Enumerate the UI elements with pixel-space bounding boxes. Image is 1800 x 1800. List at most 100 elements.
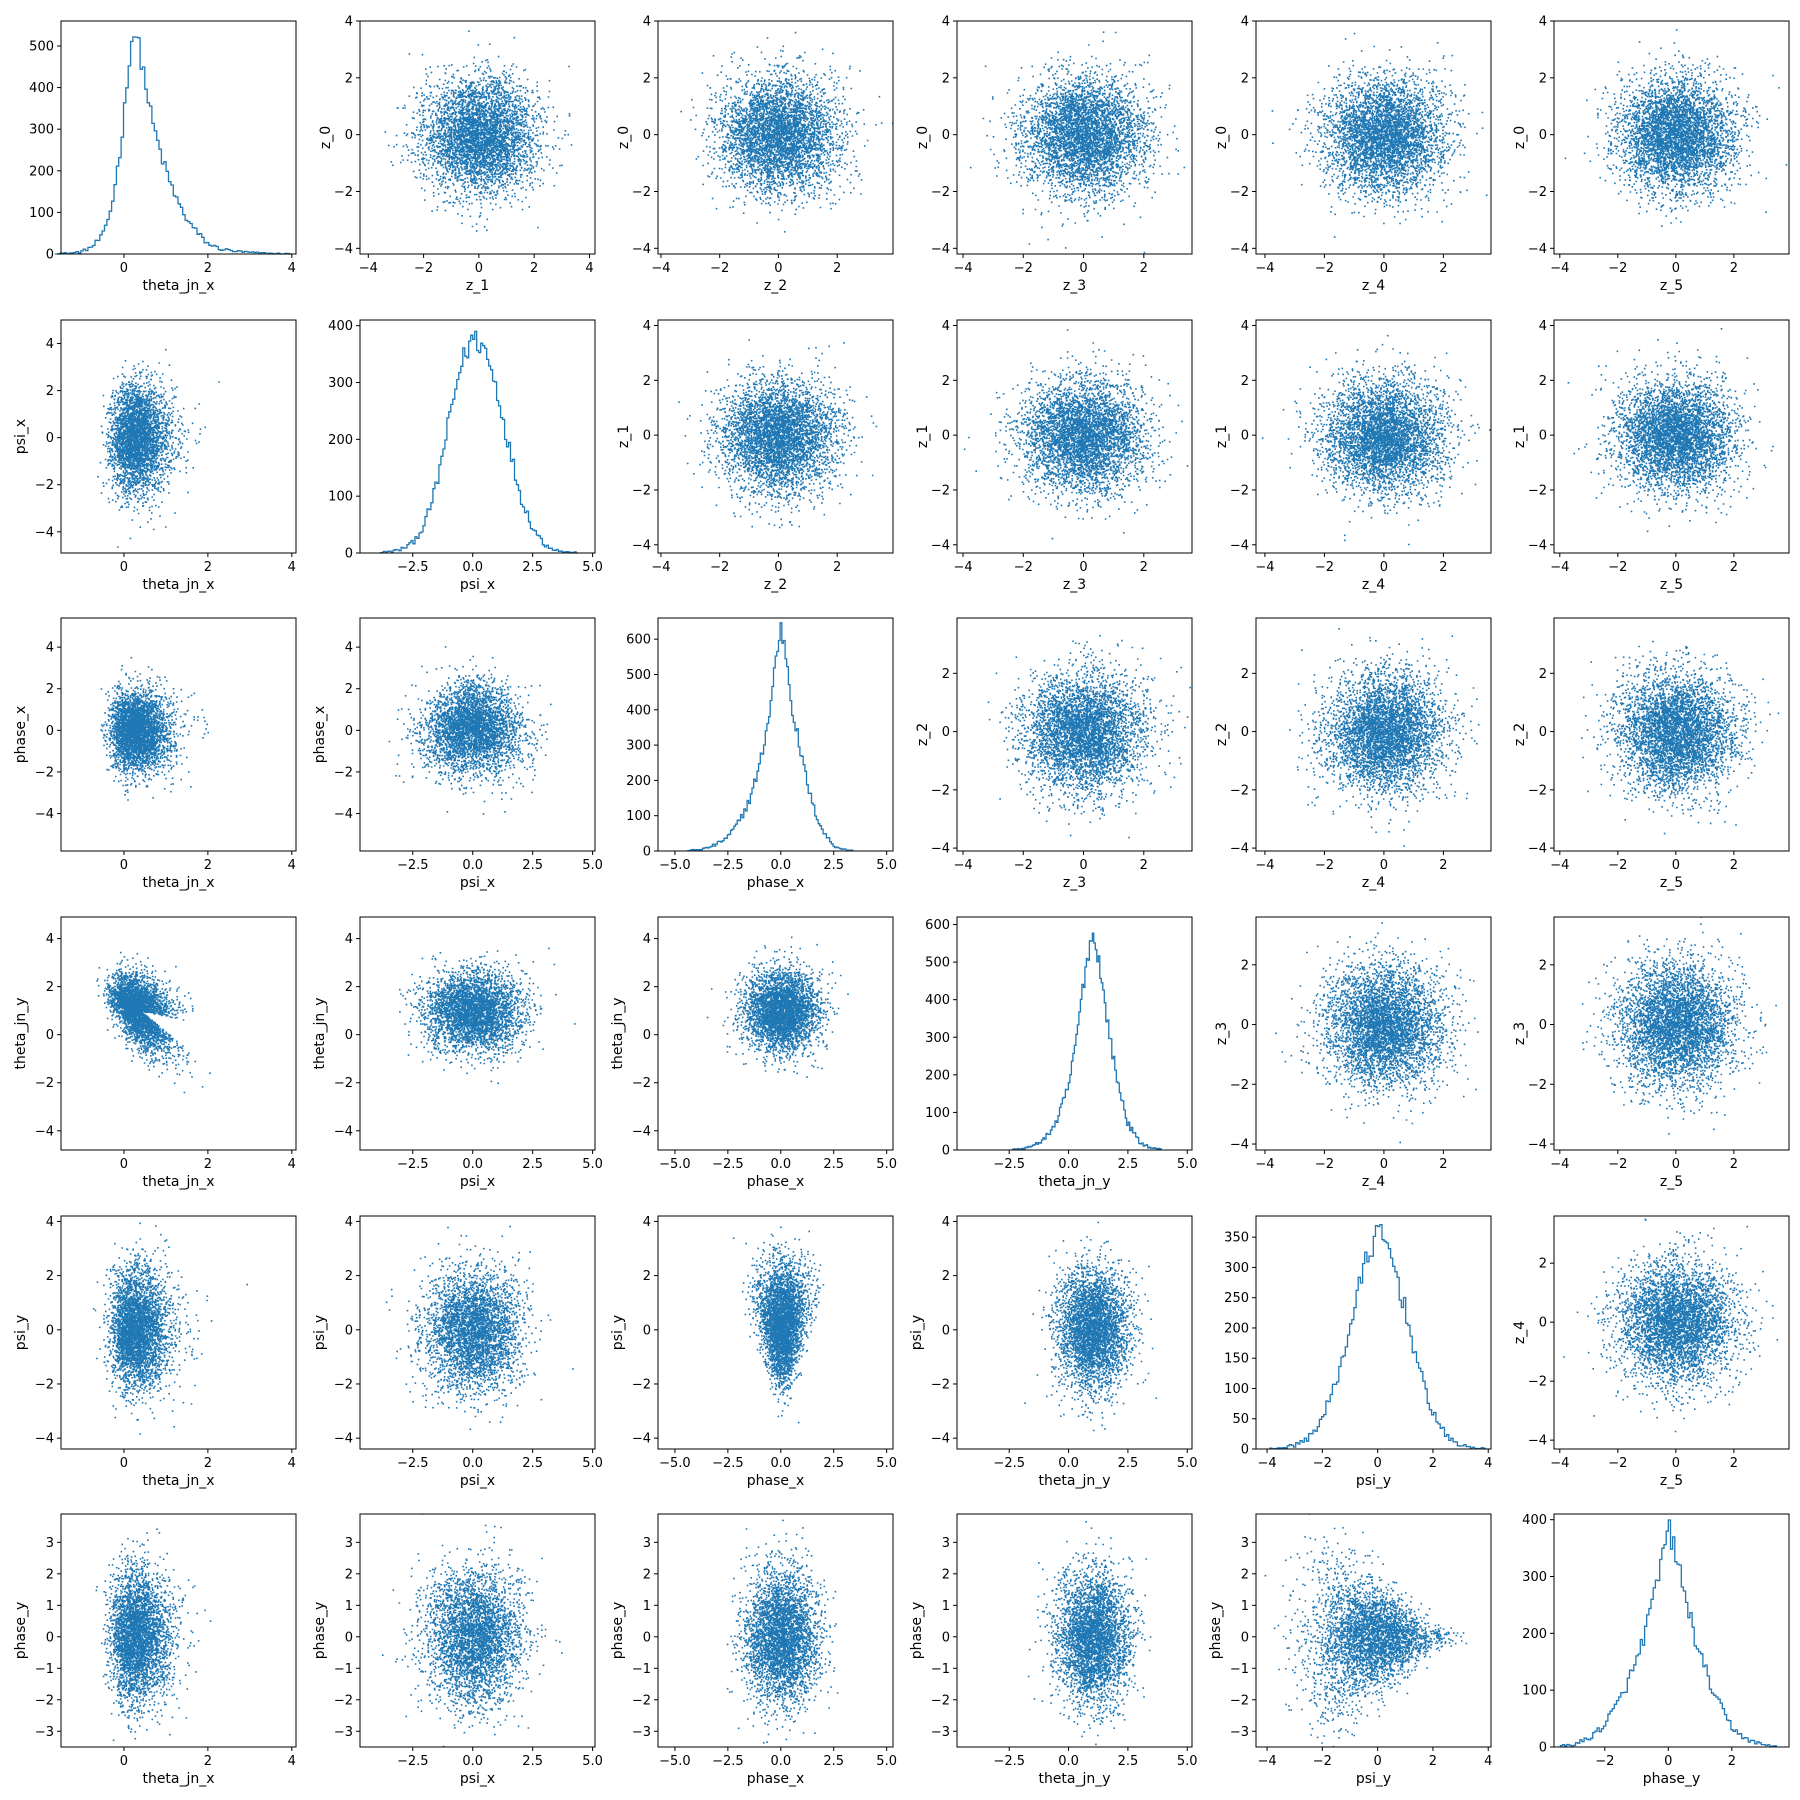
y-axis-label: z_2 (1512, 723, 1528, 746)
x-tick-label: 0 (1079, 261, 1087, 276)
x-tick-label: 0.0 (462, 1157, 483, 1172)
y-tick-label: −4 (632, 242, 651, 257)
x-tick-label: 2.5 (1118, 1157, 1139, 1172)
x-tick-label: 5.0 (582, 1456, 603, 1471)
y-tick-label: 200 (925, 1068, 950, 1083)
x-tick-label: 2.5 (522, 1754, 543, 1769)
x-tick-label: −4 (953, 261, 972, 276)
x-axis-label: theta_jn_x (142, 875, 214, 891)
scatter-point-cloud (382, 1513, 563, 1764)
y-tick-label: 2 (942, 71, 950, 86)
x-tick-label: 2 (204, 858, 212, 873)
y-tick-label: 2 (1241, 958, 1249, 973)
scatter-point-cloud (1275, 922, 1493, 1143)
y-axis-label: psi_x (13, 419, 29, 454)
x-axis-label: phase_x (747, 1771, 805, 1787)
histogram-panel-theta_jn_y: −2.5 0.0 2.5 5.00100200300400500600theta_jn… (925, 917, 1197, 1190)
x-tick-label: −2.5 (397, 1456, 429, 1471)
y-tick-label: 300 (1522, 1570, 1547, 1585)
y-tick-label: 2 (345, 682, 353, 697)
axes-frame (61, 21, 296, 254)
x-tick-label: 2 (1429, 1754, 1437, 1769)
x-tick-label: −4 (1550, 1456, 1569, 1471)
x-tick-label: −2.5 (397, 1754, 429, 1769)
y-tick-label: 2 (345, 980, 353, 995)
x-tick-label: 2 (1439, 560, 1447, 575)
y-tick-label: −1 (1230, 1662, 1249, 1677)
x-tick-label: 2 (204, 1157, 212, 1172)
x-tick-label: 0 (1672, 560, 1680, 575)
x-axis-label: phase_x (747, 1473, 805, 1489)
scatter-point-cloud (385, 30, 573, 232)
x-tick-label: −2.5 (993, 1456, 1025, 1471)
y-tick-label: 300 (29, 123, 54, 138)
y-tick-label: −4 (931, 1432, 950, 1447)
y-tick-label: 0 (1539, 1316, 1547, 1331)
y-axis-label: phase_y (610, 1602, 626, 1660)
y-tick-label: 4 (643, 932, 651, 947)
axes-frame (61, 320, 296, 553)
x-tick-label: 5.0 (582, 1754, 603, 1769)
y-tick-label: 2 (1241, 374, 1249, 389)
y-axis-label: theta_jn_y (13, 997, 29, 1069)
x-tick-label: −2 (710, 261, 729, 276)
y-tick-label: −3 (1230, 1725, 1249, 1740)
scatter-point-cloud (707, 937, 849, 1078)
scatter-point-cloud (1262, 335, 1491, 545)
x-tick-label: 0.0 (1058, 1754, 1079, 1769)
y-tick-label: 2 (1241, 1567, 1249, 1582)
y-tick-label: 2 (46, 1269, 54, 1284)
x-axis-label: z_3 (1063, 278, 1086, 294)
y-tick-label: −4 (1528, 538, 1547, 553)
x-axis-label: psi_x (460, 1473, 495, 1489)
scatter-points (641, 32, 894, 233)
scatter-point-cloud (1565, 29, 1797, 227)
y-tick-label: −3 (334, 1725, 353, 1740)
x-tick-label: 0.0 (462, 858, 483, 873)
x-tick-label: 0.0 (770, 1754, 791, 1769)
y-axis-label: z_0 (915, 126, 931, 149)
y-tick-label: −2 (35, 1693, 54, 1708)
scatter-points (733, 1227, 824, 1424)
scatter-point-cloud (970, 31, 1185, 253)
x-axis-label: z_4 (1362, 577, 1385, 593)
x-tick-label: 0 (475, 261, 483, 276)
x-tick-label: 4 (288, 858, 296, 873)
scatter-points (1028, 1521, 1152, 1755)
x-tick-label: 0 (1374, 1456, 1382, 1471)
y-tick-label: −4 (1230, 538, 1249, 553)
scatter-point-cloud (1024, 1213, 1157, 1431)
axes-frame (658, 618, 893, 851)
y-tick-label: −4 (35, 1124, 54, 1139)
y-tick-label: 2 (942, 374, 950, 389)
y-tick-label: 2 (643, 1269, 651, 1284)
y-axis-label: z_1 (616, 425, 632, 448)
y-tick-label: 0 (942, 1323, 950, 1338)
y-tick-label: 0 (643, 1630, 651, 1645)
x-tick-label: 2 (1429, 1456, 1437, 1471)
y-tick-label: −2 (35, 1377, 54, 1392)
x-tick-label: 2.5 (823, 858, 844, 873)
x-tick-label: 0 (1380, 858, 1388, 873)
y-axis-label: z_1 (1214, 425, 1230, 448)
y-tick-label: 1 (643, 1599, 651, 1614)
scatter-point-cloud (1272, 33, 1502, 238)
x-tick-label: 4 (585, 261, 593, 276)
y-tick-label: −4 (334, 1124, 353, 1139)
y-tick-label: 2 (1241, 667, 1249, 682)
x-tick-label: 5.0 (1177, 1456, 1198, 1471)
y-tick-label: 400 (29, 81, 54, 96)
x-tick-label: 4 (1484, 1754, 1492, 1769)
y-axis-label: theta_jn_y (610, 997, 626, 1069)
x-axis-label: phase_x (747, 875, 805, 891)
x-tick-label: 0 (1380, 560, 1388, 575)
